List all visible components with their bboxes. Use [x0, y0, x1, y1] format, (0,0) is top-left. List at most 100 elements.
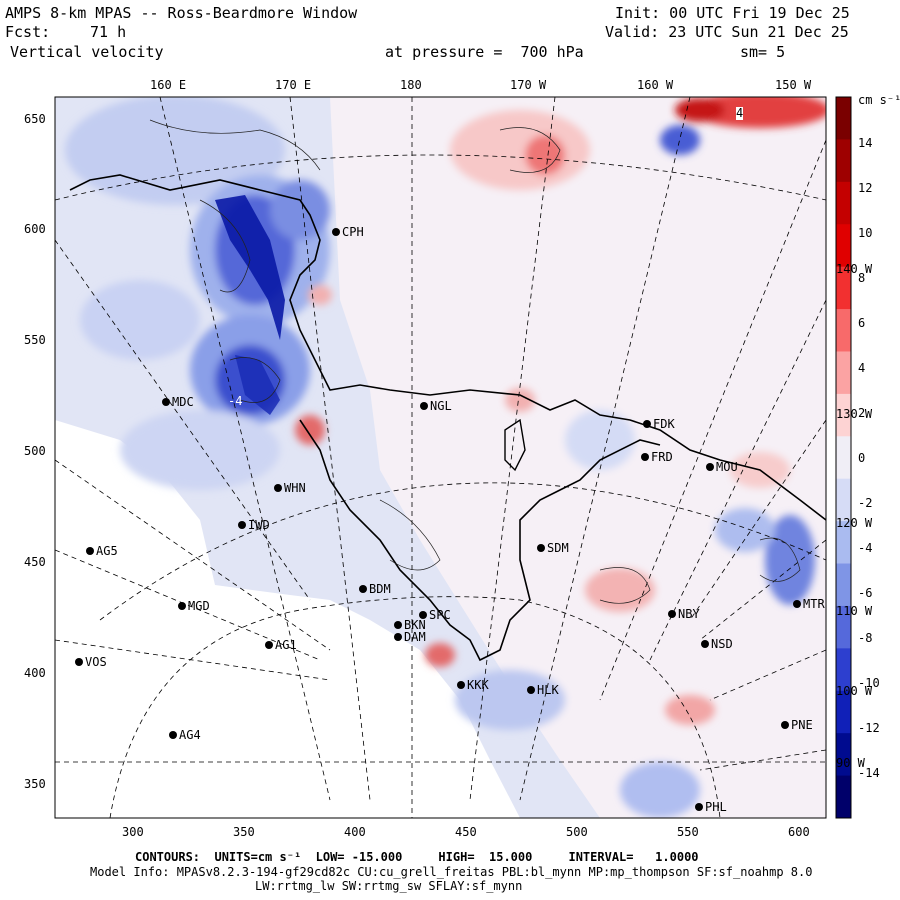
left-tick-400: 400 — [24, 666, 46, 680]
forecast-label: Fcst: — [5, 23, 51, 41]
station-label: AG1 — [275, 638, 297, 652]
station-marker — [86, 547, 94, 555]
bottom-tick-300: 300 — [122, 825, 144, 839]
station-marker — [274, 484, 282, 492]
station-label: KKK — [467, 678, 489, 692]
station-label: DAM — [404, 630, 426, 644]
colorbar-swatch — [836, 690, 851, 734]
bottom-tick-550: 550 — [677, 825, 699, 839]
strong-negative-core — [215, 195, 285, 340]
station-label: VOS — [85, 655, 107, 669]
station-label: CPH — [342, 225, 364, 239]
station-marker — [527, 686, 535, 694]
station-marker — [706, 463, 714, 471]
colorbar-label: -4 — [858, 541, 873, 555]
station-marker — [394, 633, 402, 641]
station-label: NBY — [678, 607, 700, 621]
init-time: Init: 00 UTC Fri 19 Dec 25 — [615, 4, 850, 22]
station-marker — [419, 611, 427, 619]
station-label: MGD — [188, 599, 210, 613]
colorbar-swatch — [836, 478, 851, 522]
station-marker — [238, 521, 246, 529]
roosevelt-island — [504, 418, 526, 472]
station-label: FDK — [653, 417, 675, 431]
station-label: MDC — [172, 395, 194, 409]
colorbar-swatch — [836, 563, 851, 607]
colorbar-swatch — [836, 351, 851, 395]
station-label: NSD — [711, 637, 733, 651]
colorbar-swatch — [836, 181, 851, 225]
colorbar-label: -14 — [858, 766, 880, 780]
left-tick-550: 550 — [24, 333, 46, 347]
colorbar-label: 2 — [858, 406, 866, 420]
meridian-label: 90 W — [836, 756, 865, 770]
station-label: HLK — [537, 683, 559, 697]
station-marker — [457, 681, 465, 689]
station-marker — [394, 621, 402, 629]
station-marker — [668, 610, 676, 618]
physics-info: LW:rrtmg_lw SW:rrtmg_sw SFLAY:sf_mynn — [255, 879, 523, 893]
station-label: AG5 — [96, 544, 118, 558]
meridian-label: 140 W — [836, 262, 873, 276]
colorbar-label: -12 — [858, 721, 880, 735]
colorbar-label: -2 — [858, 496, 873, 510]
contours-info: CONTOURS: UNITS=cm s⁻¹ LOW= -15.000 HIGH… — [135, 850, 699, 864]
plot-title: AMPS 8-km MPAS -- Ross-Beardmore Window — [5, 4, 358, 22]
contour-lines — [149, 119, 801, 604]
colorbar-swatch — [836, 521, 851, 565]
station-marker — [75, 658, 83, 666]
meridian-label: 120 W — [836, 516, 873, 530]
station-label: IWD — [248, 518, 270, 532]
station-marker — [332, 228, 340, 236]
colorbar-label: 6 — [858, 316, 866, 330]
station-marker — [162, 398, 170, 406]
station-marker — [793, 600, 801, 608]
model-info: Model Info: MPASv8.2.3-194-gf29cd82c CU:… — [90, 865, 813, 879]
bottom-tick-400: 400 — [344, 825, 366, 839]
left-tick-500: 500 — [24, 444, 46, 458]
contour-label: -4 — [228, 394, 243, 408]
colorbar-label: 4 — [858, 361, 866, 375]
left-tick-650: 650 — [24, 112, 46, 126]
left-tick-600: 600 — [24, 222, 46, 236]
station-marker — [641, 453, 649, 461]
colorbar-label: 8 — [858, 271, 866, 285]
colorbar-label: 0 — [858, 451, 866, 465]
station-label: NGL — [430, 399, 452, 413]
colorbar-swatch — [836, 648, 851, 692]
bottom-tick-450: 450 — [455, 825, 477, 839]
station-marker — [265, 641, 273, 649]
smoothing: sm= 5 — [740, 43, 786, 61]
coastline — [69, 174, 826, 521]
bottom-tick-600: 600 — [788, 825, 810, 839]
colorbar-swatch — [836, 605, 851, 649]
station-label: MOU — [716, 460, 738, 474]
colorbar-swatch — [836, 139, 851, 183]
station-label: AG4 — [179, 728, 201, 742]
station-label: FRD — [651, 450, 673, 464]
positive-patches — [295, 97, 826, 725]
colorbar-swatch — [836, 97, 851, 140]
forecast-hour: 71 h — [90, 23, 127, 41]
station-label: PHL — [705, 800, 727, 814]
colorbar-label: 14 — [858, 136, 873, 150]
station-marker — [420, 402, 428, 410]
station-marker — [169, 731, 177, 739]
left-tick-450: 450 — [24, 555, 46, 569]
contour-label: 4 — [736, 106, 744, 120]
station-label: BKN — [404, 618, 426, 632]
colorbar-label: 10 — [858, 226, 873, 240]
station-marker — [643, 420, 651, 428]
colorbar-units: cm s⁻¹ — [858, 93, 900, 107]
station-label: WHN — [284, 481, 306, 495]
meridian-label: 110 W — [836, 604, 873, 618]
colorbar-swatch — [836, 224, 851, 268]
station-label: SDM — [547, 541, 569, 555]
station-marker — [781, 721, 789, 729]
graticule — [55, 97, 826, 818]
top-tick-160e: 160 E — [150, 78, 187, 92]
colorbar-label: -10 — [858, 676, 880, 690]
colorbar-swatch — [836, 775, 851, 819]
no-data-region — [55, 420, 520, 818]
